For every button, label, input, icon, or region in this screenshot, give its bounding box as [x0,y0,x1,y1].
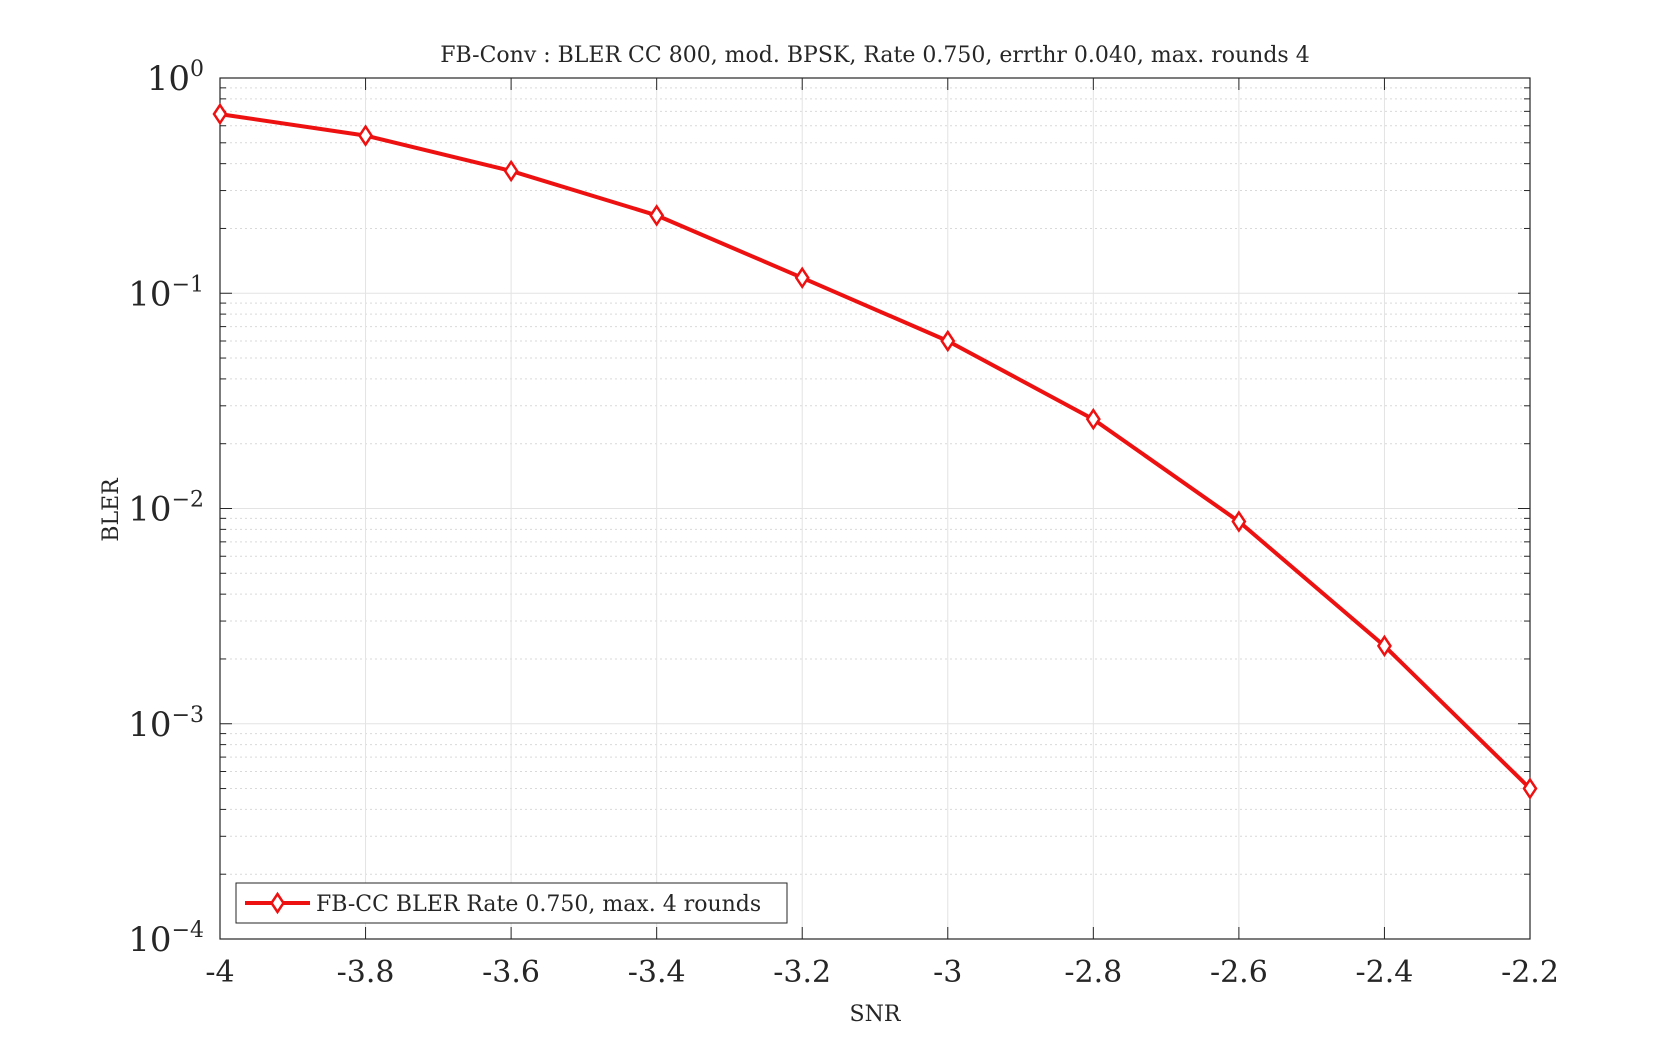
data-point-marker [940,329,956,353]
chart-title: FB-Conv : BLER CC 800, mod. BPSK, Rate 0… [440,43,1309,68]
data-point-marker [794,266,810,290]
data-point-marker [1522,777,1538,800]
data-point-marker [1376,634,1392,658]
x-tick-label: -3.6 [482,955,540,990]
legend: FB-CC BLER Rate 0.750, max. 4 rounds [235,882,788,924]
legend-box [235,882,788,924]
x-tick-label: -2.6 [1210,955,1268,990]
x-axis-label: SNR [850,1002,902,1027]
plot-frame [219,77,1531,940]
data-point-marker [358,124,374,147]
legend-entry-label: FB-CC BLER Rate 0.750, max. 4 rounds [316,892,761,917]
data-point-marker [649,204,665,227]
x-tick-label: -3.8 [337,955,395,990]
legend-marker-sample [269,891,286,915]
y-tick-labels: 100 10−1 10−2 10−3 10−4 [128,57,204,960]
y-axis-label: BLER [99,477,124,542]
axis-ticks [219,77,1531,940]
series-line [219,112,1532,790]
x-tick-labels: -4 -3.8 -3.6 -3.4 -3.2 -3 -2.8 -2.6 -2.4 -2.2 [205,955,1559,990]
x-tick-label: -2.8 [1064,955,1122,990]
y-tick-label: 10−3 [128,703,204,745]
y-tick-label: 100 [147,57,204,99]
y-tick-label: 10−4 [128,918,204,960]
data-point-marker [212,102,228,126]
x-tick-label: -4 [205,955,234,990]
minor-grid [220,87,1530,875]
x-tick-label: -3.2 [773,955,831,990]
y-tick-label: 10−1 [128,272,204,314]
x-tick-label: -2.4 [1356,955,1414,990]
x-tick-label: -2.2 [1501,955,1559,990]
x-tick-label: -3 [933,955,962,990]
data-point-marker [1231,510,1247,533]
series-layer [212,102,1538,800]
y-tick-label: 10−2 [128,488,204,530]
data-point-marker [503,159,519,183]
x-tick-label: -3.4 [628,955,686,990]
data-point-marker [1085,407,1101,431]
